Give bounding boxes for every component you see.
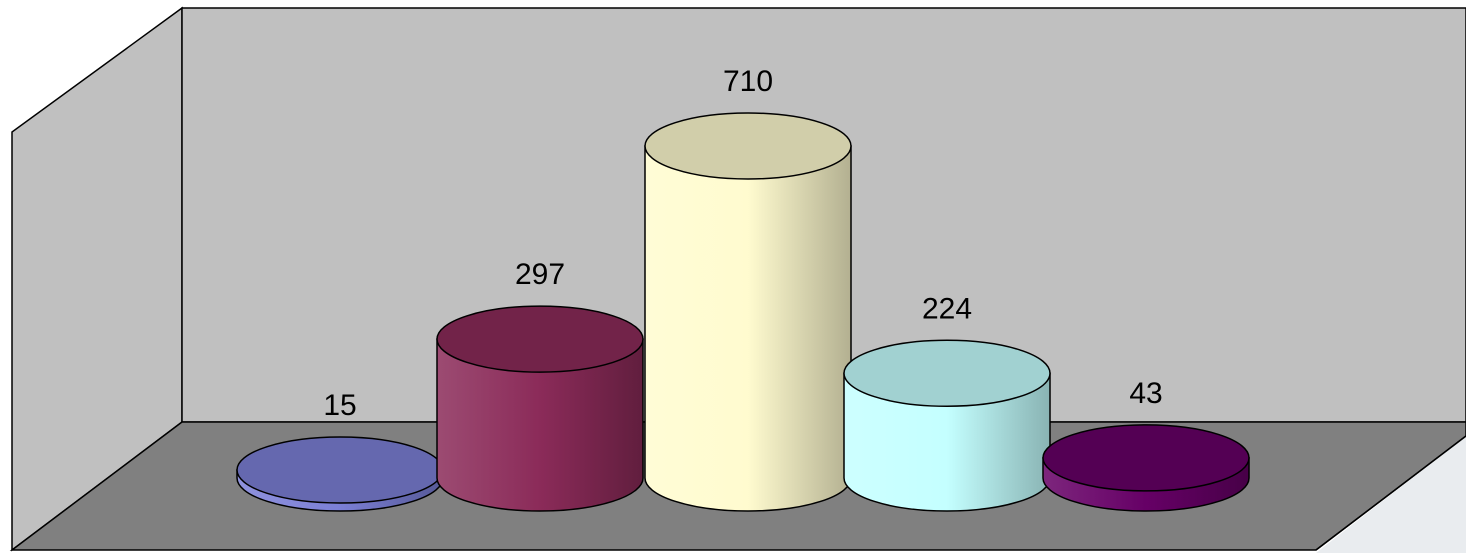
bar-top-0 xyxy=(236,436,444,504)
bar-4 xyxy=(1042,424,1250,512)
data-label-4: 43 xyxy=(1129,377,1162,410)
bar-3 xyxy=(843,339,1051,512)
bars-layer xyxy=(236,112,1250,512)
bar-side-2 xyxy=(644,145,852,512)
data-label-1: 297 xyxy=(515,258,565,291)
bar-top-1 xyxy=(436,305,644,373)
labels-layer: 15 297 710 224 43 xyxy=(323,65,1162,422)
bar-2 xyxy=(644,112,852,512)
bar-top-4 xyxy=(1042,424,1250,492)
bar-top-2 xyxy=(644,112,852,180)
data-label-2: 710 xyxy=(723,65,773,98)
chart-floor-edge-line xyxy=(1315,435,1466,551)
bar-0 xyxy=(236,436,444,512)
bar-top-3 xyxy=(843,339,1051,408)
bar-side-3 xyxy=(843,372,1051,512)
data-label-0: 15 xyxy=(323,389,356,422)
bar-side-1 xyxy=(436,338,644,512)
bar-1 xyxy=(436,305,644,512)
data-label-3: 224 xyxy=(922,292,972,325)
